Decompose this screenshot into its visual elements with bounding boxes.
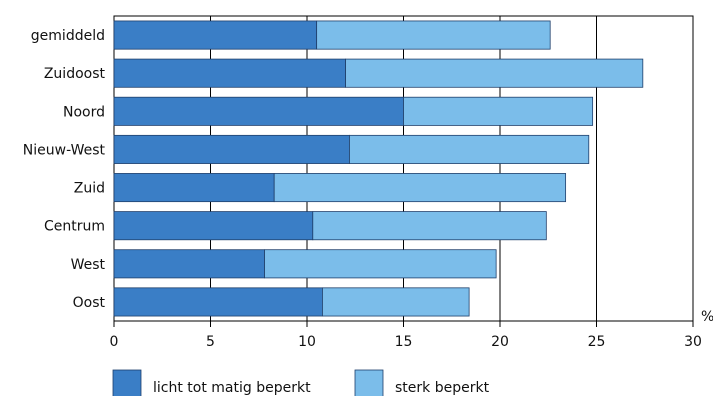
legend-label-licht: licht tot matig beperkt [153,380,311,396]
category-label: Noord [63,104,105,120]
x-tick-label: 5 [206,334,215,350]
bar-segment-sterk [345,58,644,88]
bar-segment-licht [113,96,404,126]
category-label: Zuidoost [44,66,106,82]
bar-segment-licht [113,173,275,203]
x-tick-label: 10 [298,334,316,350]
x-tick-label: 30 [684,334,702,350]
category-label: Zuid [74,181,105,197]
bar-segment-licht [113,134,350,164]
legend-swatch-licht [112,369,142,396]
category-label: Nieuw-West [23,142,106,158]
bar-segment-sterk [322,287,470,317]
category-labels: gemiddeld Zuidoost Noord Nieuw-West Zuid Cent… [23,28,106,311]
x-tick-label: 0 [110,334,119,350]
bar-segment-licht [113,287,323,317]
bar-segment-licht [113,20,318,50]
bar-segment-sterk [312,211,547,241]
bar-segment-sterk [316,20,551,50]
bar-segment-sterk [273,173,567,203]
x-tick-label: 20 [491,334,509,350]
legend: licht tot matig beperkt sterk beperkt [112,369,490,396]
x-axis-ticks: 0 5 10 15 20 25 30 [110,321,702,350]
unit-label: % [701,309,713,325]
legend-label-sterk: sterk beperkt [395,380,490,396]
category-label: gemiddeld [31,28,105,44]
bar-segment-licht [113,211,314,241]
bar-segment-sterk [349,134,590,164]
category-label: Centrum [44,219,105,235]
bars [113,20,644,317]
bar-segment-sterk [264,249,497,279]
bar-segment-licht [113,249,265,279]
x-tick-label: 15 [395,334,413,350]
x-tick-label: 25 [588,334,606,350]
category-label: Oost [73,295,106,311]
legend-swatch-sterk [354,369,384,396]
bar-segment-licht [113,58,347,88]
category-label: West [71,257,106,273]
bar-segment-sterk [403,96,594,126]
